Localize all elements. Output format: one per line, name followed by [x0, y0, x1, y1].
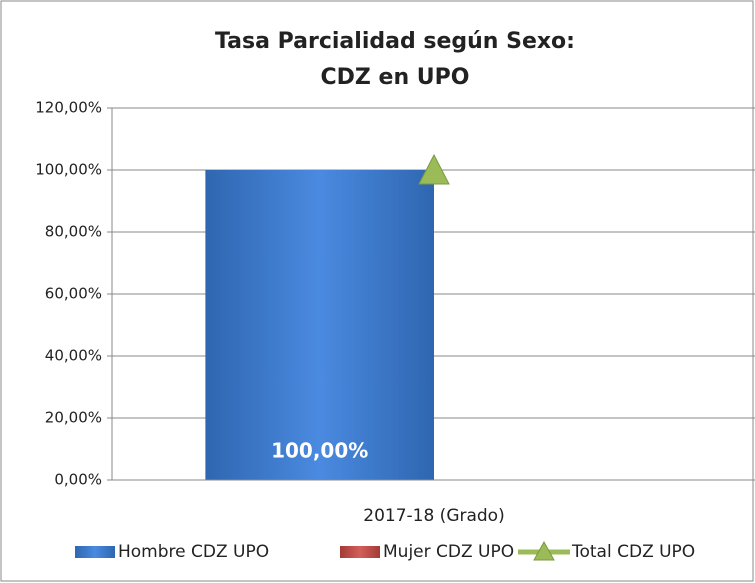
legend-marker	[533, 540, 555, 561]
y-tick-label: 20,00%	[45, 409, 102, 427]
chart-title: CDZ en UPO	[321, 65, 470, 90]
x-tick-label: 2017-18 (Grado)	[363, 506, 504, 526]
y-tick-label: 100,00%	[35, 161, 102, 179]
data-label: 100,00%	[271, 439, 368, 463]
chart-title: Tasa Parcialidad según Sexo:	[215, 29, 575, 54]
y-tick-label: 60,00%	[45, 285, 102, 303]
legend-label: Hombre CDZ UPO	[118, 542, 269, 562]
legend-label: Total CDZ UPO	[571, 542, 695, 562]
y-tick-label: 0,00%	[54, 471, 102, 489]
line-marker	[418, 153, 450, 185]
y-tick-label: 120,00%	[35, 99, 102, 117]
legend-label: Mujer CDZ UPO	[383, 542, 514, 562]
y-tick-label: 40,00%	[45, 347, 102, 365]
legend-swatch	[340, 546, 380, 558]
y-tick-label: 80,00%	[45, 223, 102, 241]
bar	[205, 170, 434, 480]
legend-swatch	[75, 546, 115, 558]
